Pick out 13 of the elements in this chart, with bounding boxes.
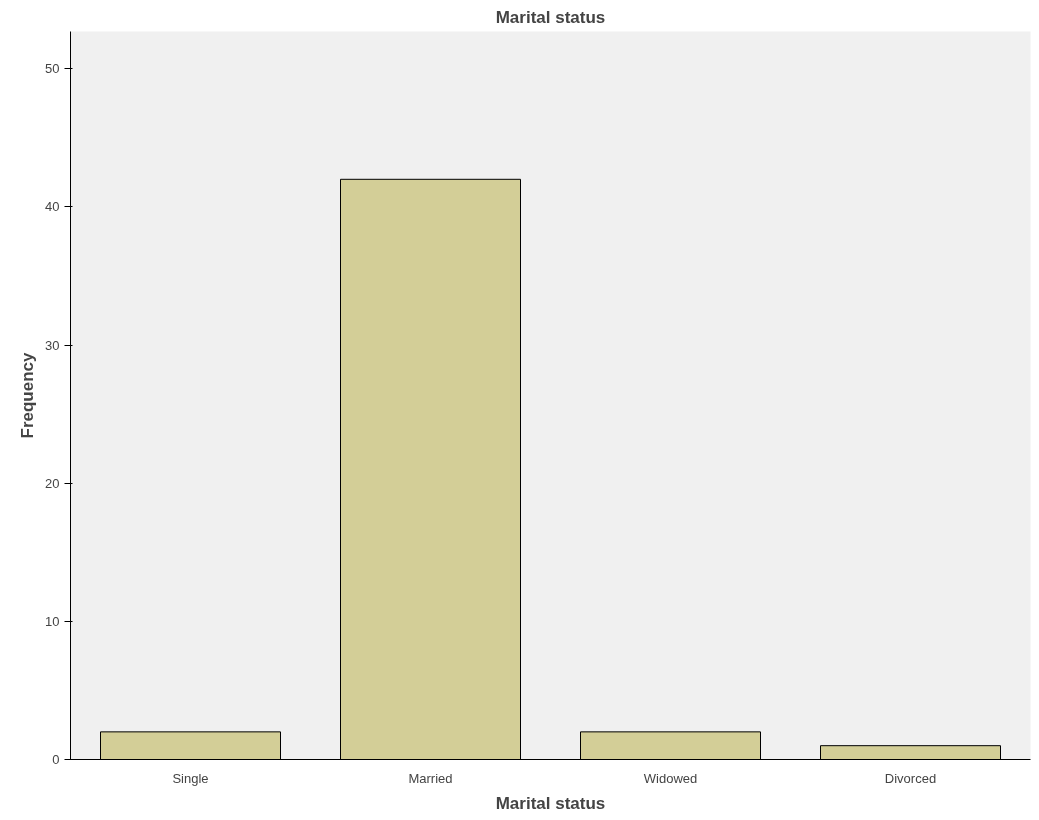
y-axis-title: Frequency <box>18 351 38 439</box>
y-tick-label: 20 <box>45 475 60 491</box>
x-tick-label: Divorced <box>884 770 937 786</box>
y-tick-label: 0 <box>52 752 60 767</box>
chart-title: Marital status <box>495 7 606 27</box>
y-tick-label: 40 <box>45 199 60 215</box>
x-tick-label: Married <box>408 770 453 786</box>
x-tick-label: Widowed <box>643 770 698 786</box>
y-tick-label: 10 <box>45 613 60 629</box>
y-tick-label: 30 <box>45 337 60 353</box>
y-tick-label: 50 <box>45 61 60 77</box>
x-tick-label: Single <box>172 770 209 786</box>
x-axis-title: Marital status <box>495 793 606 813</box>
